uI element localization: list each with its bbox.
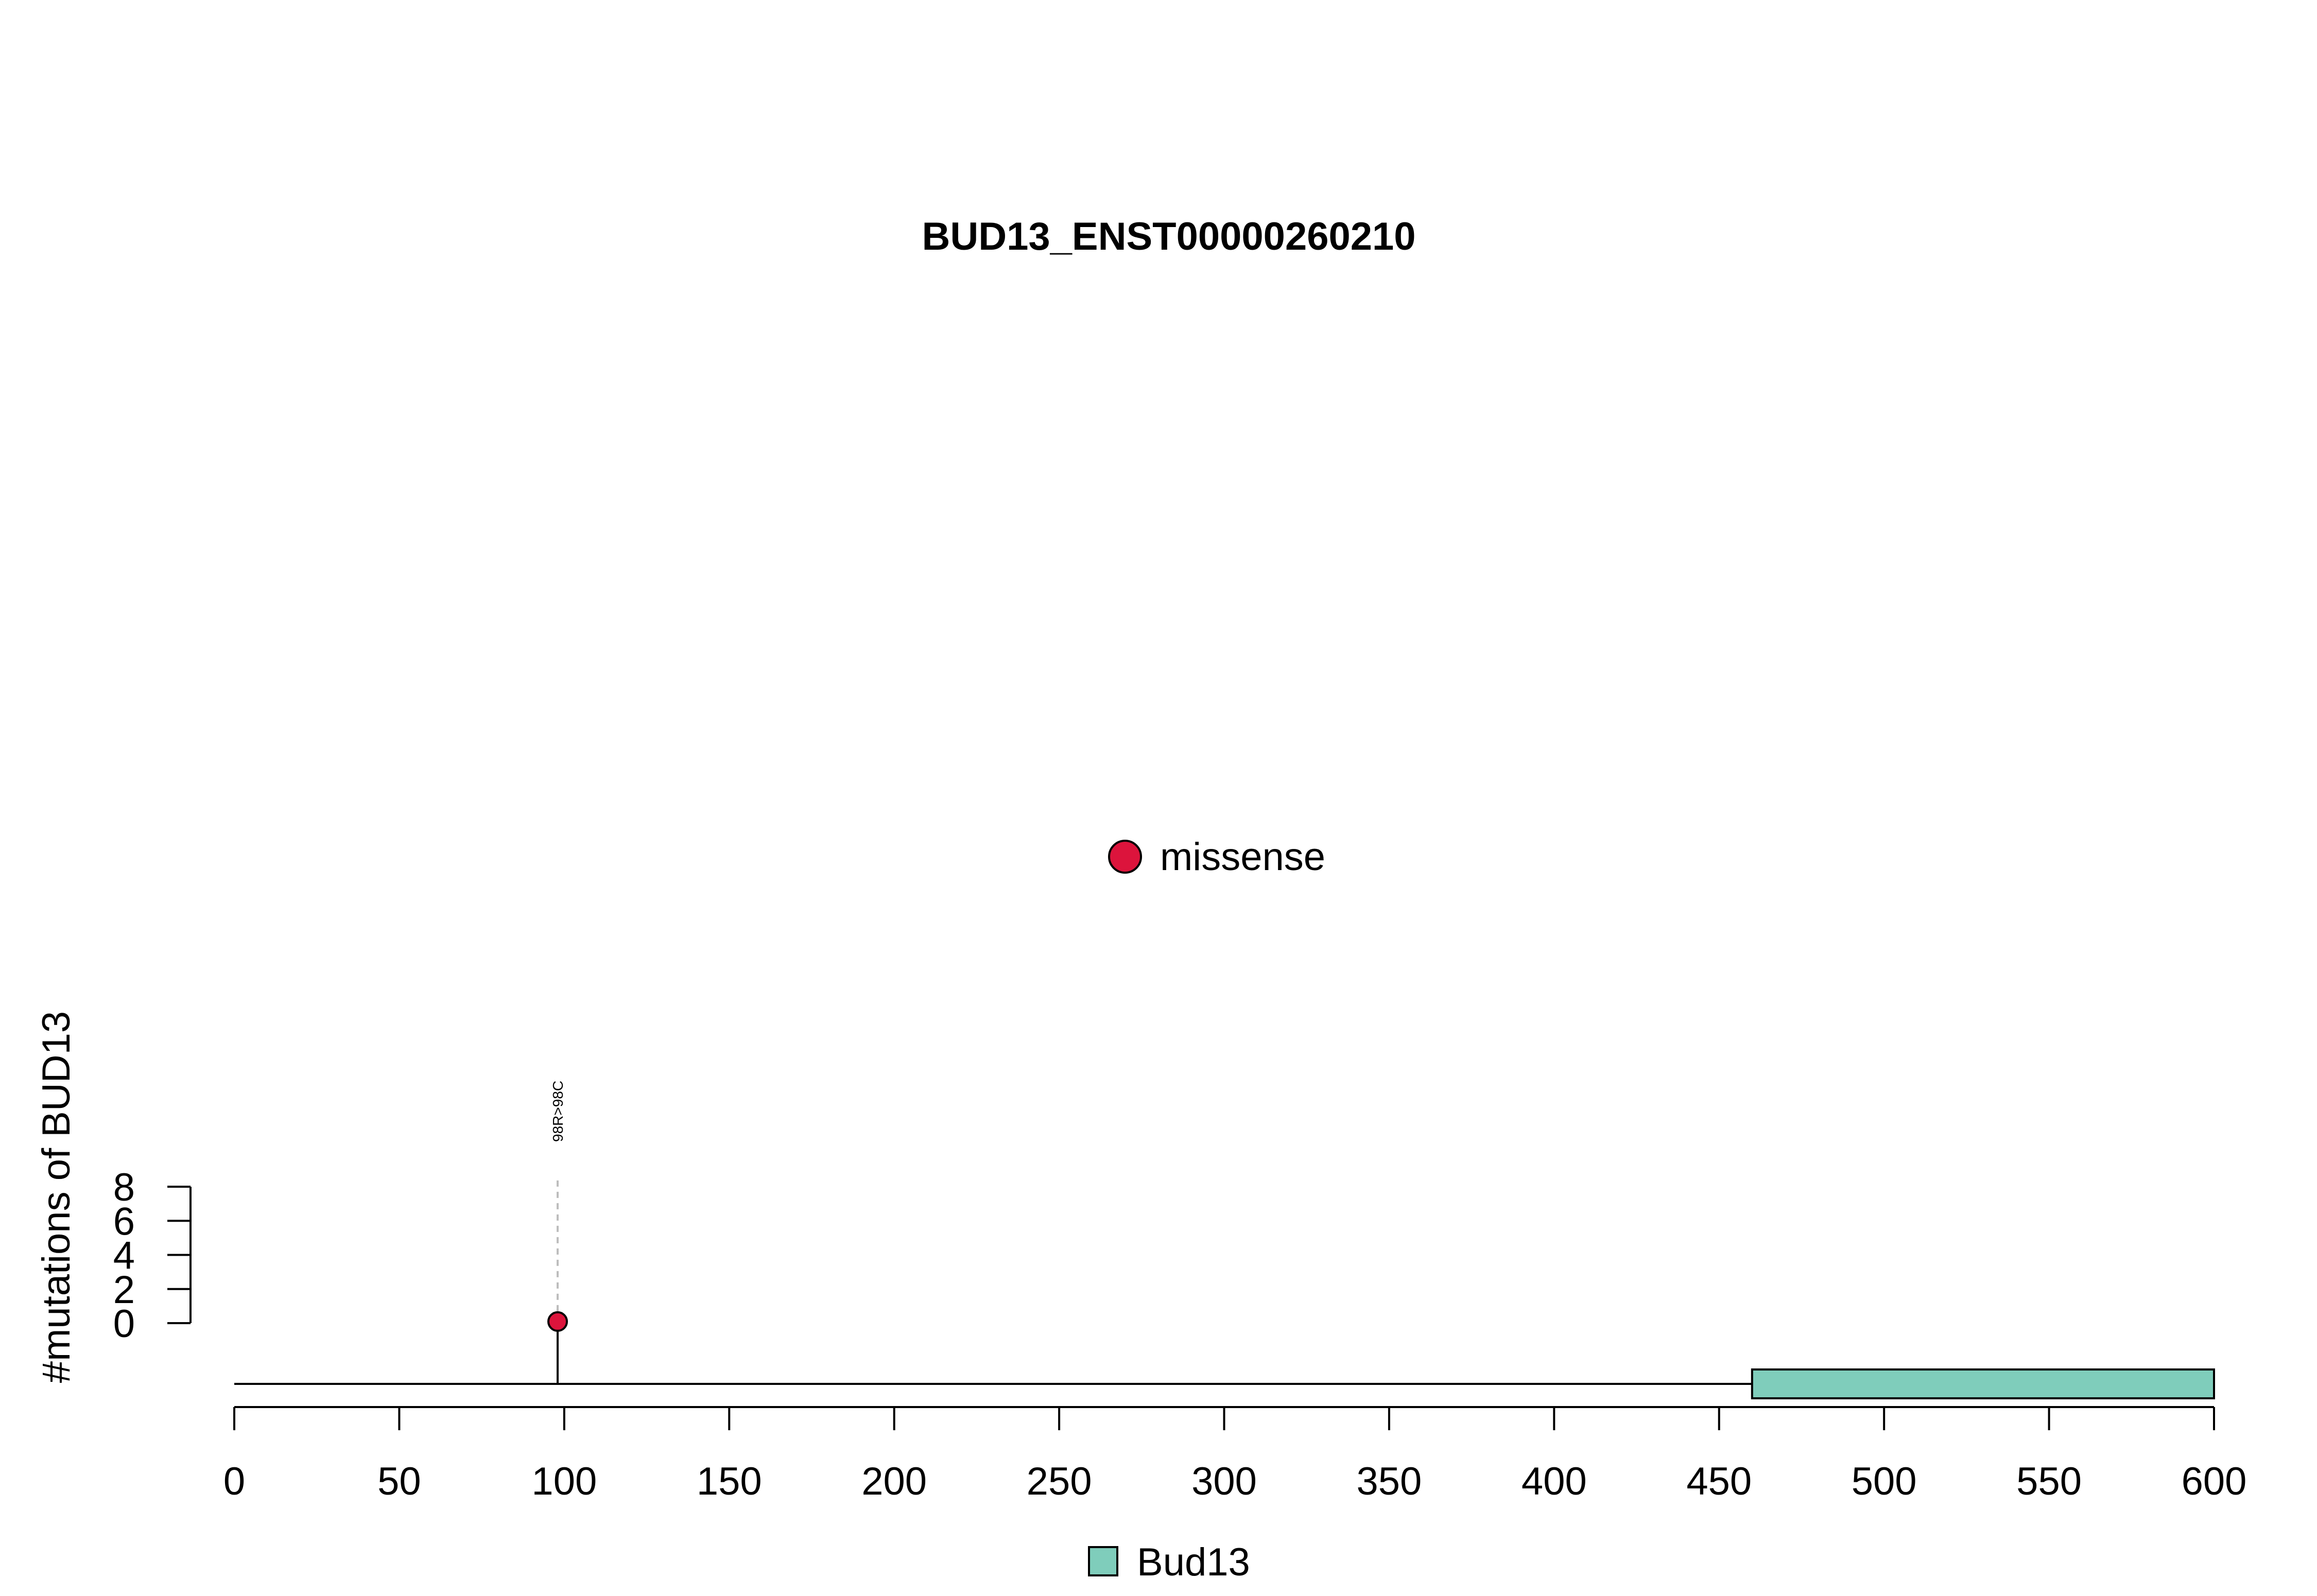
mutation-lollipops: 98R>98C	[547, 1081, 568, 1384]
x-tick-label: 300	[1191, 1460, 1257, 1503]
x-tick-label: 50	[377, 1460, 421, 1503]
y-tick-label: 8	[113, 1166, 135, 1209]
y-tick-label: 2	[113, 1268, 135, 1312]
legend-missense-label: missense	[1160, 835, 1325, 879]
x-tick-label: 500	[1852, 1460, 1917, 1503]
y-tick-label: 6	[113, 1200, 135, 1243]
domain-bud13	[1751, 1368, 2215, 1399]
x-tick-label: 400	[1521, 1460, 1587, 1503]
protein-backbone	[234, 1368, 2215, 1399]
mutation-legend: missense	[1108, 835, 1325, 879]
y-tick-label: 4	[113, 1234, 135, 1278]
x-axis: 0 50 100 150 200 250 300 350 400 450 500 550 600	[223, 1406, 2247, 1503]
y-tick-label: 0	[113, 1302, 135, 1346]
chart-title: BUD13_ENST00000260210	[922, 215, 1415, 258]
x-tick-label: 600	[2182, 1460, 2247, 1503]
y-axis-label: #mutations of BUD13	[34, 1011, 78, 1383]
x-tick-label: 550	[2016, 1460, 2082, 1503]
x-tick-label: 350	[1357, 1460, 1422, 1503]
lollipop-head	[547, 1311, 568, 1332]
legend-bud13-label: Bud13	[1137, 1540, 1250, 1584]
mutation-label: 98R>98C	[550, 1081, 566, 1142]
x-tick-label: 200	[861, 1460, 927, 1503]
x-tick-label: 100	[531, 1460, 597, 1503]
x-tick-label: 450	[1686, 1460, 1752, 1503]
x-tick-label: 250	[1027, 1460, 1092, 1503]
x-tick-label: 150	[697, 1460, 762, 1503]
x-tick-label: 0	[223, 1460, 245, 1503]
legend-bud13-swatch	[1088, 1546, 1118, 1576]
domain-legend: Bud13	[1088, 1540, 1250, 1584]
legend-missense-marker	[1108, 840, 1142, 874]
